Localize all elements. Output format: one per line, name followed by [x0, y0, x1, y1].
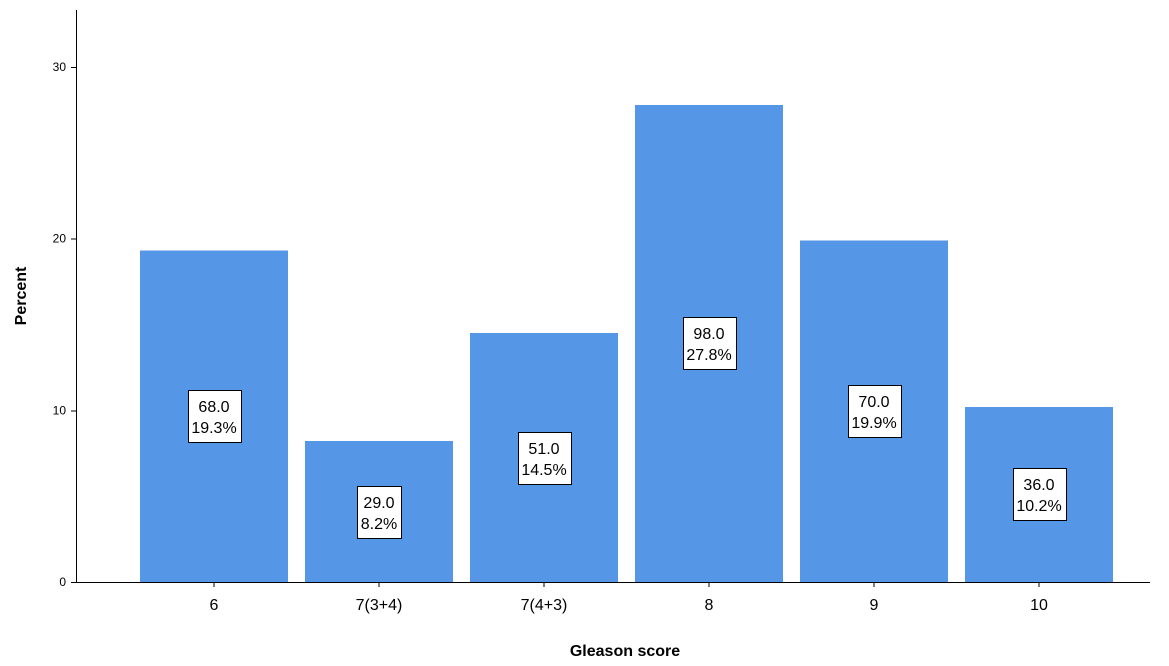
data-label-percent: 19.3%: [191, 420, 236, 437]
data-label-percent: 14.5%: [521, 462, 566, 479]
data-label-group: 98.0 27.8%: [683, 317, 737, 370]
y-axis-title: Percent: [13, 266, 30, 325]
data-label-percent: 19.9%: [851, 415, 896, 432]
data-label-group: 36.0 10.2%: [1013, 468, 1067, 521]
data-label-group: 68.0 19.3%: [188, 390, 242, 443]
bars-layer: [140, 104, 1113, 583]
data-label-count: 70.0: [858, 394, 889, 411]
data-label-percent: 8.2%: [361, 516, 397, 533]
axes-layer: [76, 10, 1150, 583]
y-tick-label: 30: [53, 60, 67, 74]
data-label-box: [518, 432, 572, 485]
x-tick-label: 9: [870, 597, 879, 614]
data-label-box: [848, 385, 902, 438]
y-ticks-layer: 0 10 20 30: [53, 60, 76, 589]
y-tick-label: 10: [53, 403, 67, 417]
y-tick-label: 20: [53, 232, 67, 246]
x-tick-label: 10: [1030, 597, 1048, 614]
x-tick-label: 8: [705, 597, 714, 614]
data-label-count: 68.0: [198, 399, 229, 416]
data-label-group: 51.0 14.5%: [518, 432, 572, 485]
data-label-box: [357, 486, 402, 539]
data-label-group: 29.0 8.2%: [357, 486, 402, 539]
x-axis-title: Gleason score: [570, 643, 680, 660]
data-label-box: [683, 317, 737, 370]
y-tick-label: 0: [59, 575, 66, 589]
data-label-percent: 27.8%: [686, 347, 731, 364]
data-label-count: 51.0: [528, 441, 559, 458]
data-label-group: 70.0 19.9%: [848, 385, 902, 438]
x-tick-label: 7(3+4): [356, 597, 403, 614]
x-tick-label: 6: [210, 597, 219, 614]
x-ticks-layer: 6 7(3+4) 7(4+3) 8 9 10: [210, 582, 1048, 614]
data-label-percent: 10.2%: [1016, 498, 1061, 515]
data-label-box: [188, 390, 242, 443]
data-labels-layer: 68.0 19.3% 29.0 8.2% 51.0 14.5% 98.0 27.8% 70.0 1…: [188, 317, 1067, 539]
data-label-count: 29.0: [363, 495, 394, 512]
data-label-box: [1013, 468, 1067, 521]
data-label-count: 98.0: [693, 326, 724, 343]
x-tick-label: 7(4+3): [521, 597, 568, 614]
data-label-count: 36.0: [1023, 477, 1054, 494]
